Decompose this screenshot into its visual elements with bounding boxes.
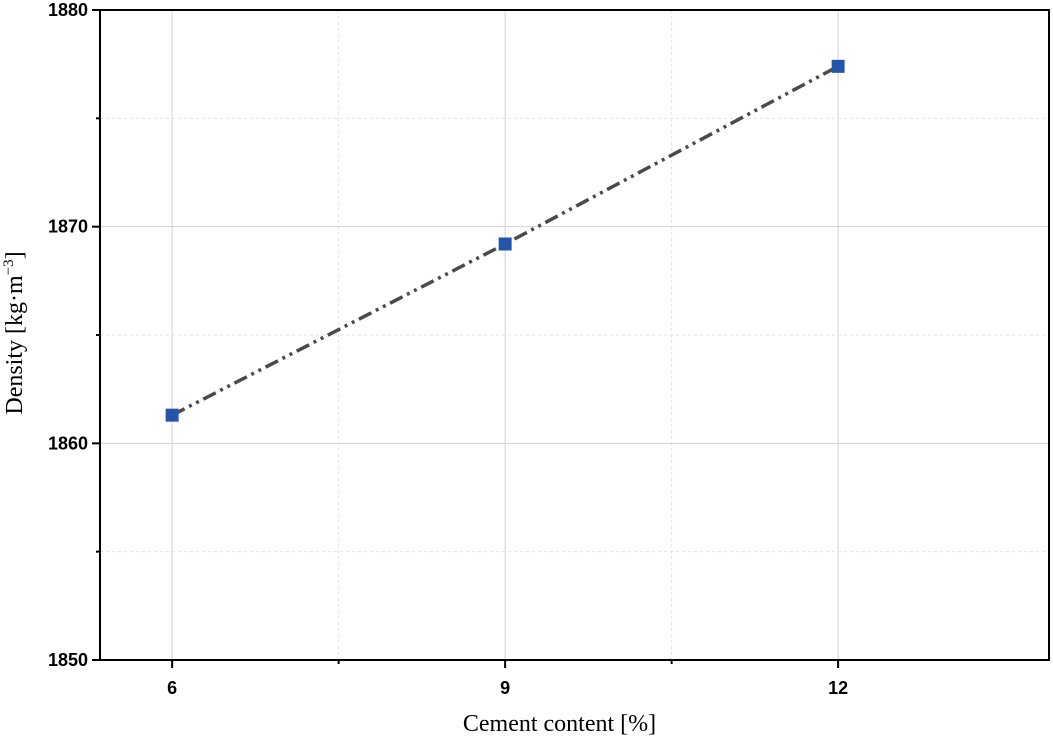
y-tick-label: 1870 xyxy=(48,217,88,237)
x-tick-label: 9 xyxy=(500,678,510,698)
data-markers xyxy=(165,59,845,422)
axis-ticks xyxy=(92,9,840,668)
data-point-marker xyxy=(498,237,512,251)
grid-lines xyxy=(100,9,1049,661)
y-axis-title: Density [kg·m−3] xyxy=(1,251,28,414)
x-tick-label: 6 xyxy=(167,678,177,698)
x-tick-label: 12 xyxy=(828,678,848,698)
y-axis-title-superscript: −3 xyxy=(1,259,17,275)
y-axis-title-close: ] xyxy=(2,251,28,259)
y-axis-title-main: Density [kg·m xyxy=(2,275,28,415)
tick-labels: 6 9 12 1850 1860 1870 1880 xyxy=(48,0,848,698)
y-tick-label: 1880 xyxy=(48,0,88,20)
series-polyline xyxy=(171,64,839,417)
x-axis-title: Cement content [%] xyxy=(463,711,656,737)
data-point-marker xyxy=(165,408,179,422)
y-tick-label: 1850 xyxy=(48,650,88,670)
y-tick-label: 1860 xyxy=(48,433,88,453)
series-line xyxy=(171,64,839,417)
data-point-marker xyxy=(831,59,845,73)
